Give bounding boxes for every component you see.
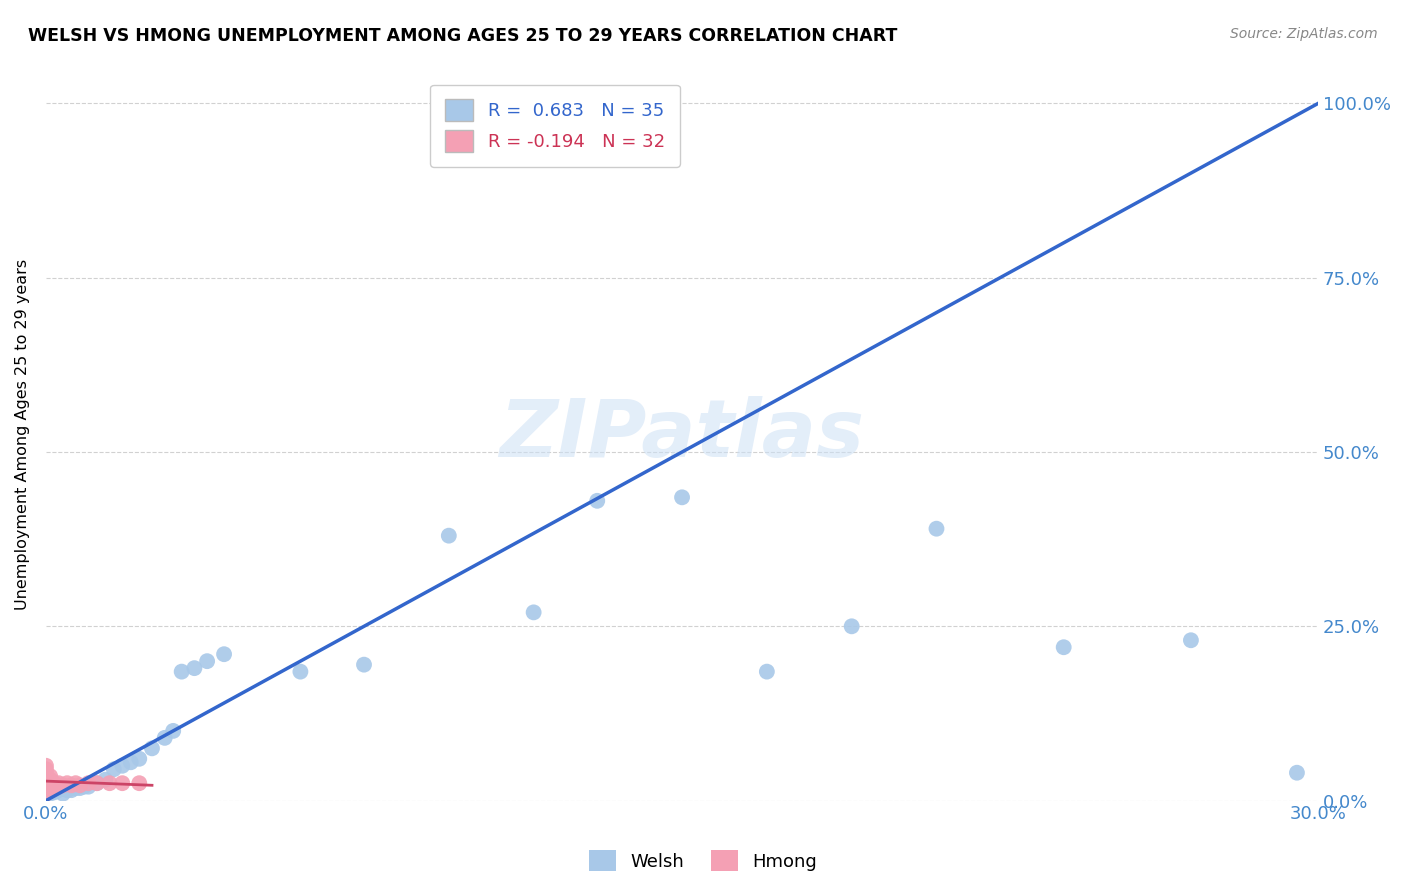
Point	[56, 783, 79, 797]
Point	[841, 619, 863, 633]
Point	[52, 787, 75, 801]
Point	[44, 776, 66, 790]
Point	[35, 780, 58, 794]
Point	[755, 665, 778, 679]
Point	[65, 776, 87, 790]
Point	[353, 657, 375, 672]
Point	[52, 778, 75, 792]
Point	[98, 776, 121, 790]
Point	[35, 785, 58, 799]
Point	[48, 780, 70, 794]
Point	[39, 778, 62, 792]
Point	[153, 731, 176, 745]
Point	[69, 780, 91, 795]
Point	[39, 787, 62, 801]
Point	[65, 780, 87, 795]
Point	[523, 606, 546, 620]
Point	[35, 769, 58, 783]
Point	[77, 780, 100, 794]
Point	[48, 783, 70, 797]
Point	[69, 778, 91, 792]
Point	[77, 776, 100, 790]
Point	[48, 776, 70, 790]
Point	[44, 780, 66, 795]
Point	[170, 665, 193, 679]
Point	[35, 765, 58, 780]
Point	[39, 772, 62, 787]
Point	[1053, 640, 1076, 655]
Y-axis label: Unemployment Among Ages 25 to 29 years: Unemployment Among Ages 25 to 29 years	[15, 259, 30, 610]
Point	[183, 661, 205, 675]
Point	[111, 758, 134, 772]
Point	[111, 776, 134, 790]
Point	[35, 780, 58, 795]
Point	[44, 785, 66, 799]
Point	[35, 778, 58, 792]
Point	[141, 741, 163, 756]
Point	[671, 491, 693, 505]
Point	[128, 776, 150, 790]
Point	[60, 783, 83, 797]
Point	[35, 772, 58, 787]
Point	[35, 758, 58, 772]
Point	[128, 752, 150, 766]
Point	[1285, 765, 1308, 780]
Point	[60, 778, 83, 792]
Point	[39, 776, 62, 790]
Point	[925, 522, 948, 536]
Legend: Welsh, Hmong: Welsh, Hmong	[582, 843, 824, 879]
Point	[586, 493, 609, 508]
Point	[1180, 633, 1202, 648]
Text: WELSH VS HMONG UNEMPLOYMENT AMONG AGES 25 TO 29 YEARS CORRELATION CHART: WELSH VS HMONG UNEMPLOYMENT AMONG AGES 2…	[28, 27, 897, 45]
Point	[195, 654, 218, 668]
Point	[437, 529, 460, 543]
Point	[35, 776, 58, 790]
Point	[86, 776, 108, 790]
Point	[94, 772, 117, 787]
Point	[103, 762, 125, 776]
Point	[162, 723, 184, 738]
Point	[35, 762, 58, 776]
Point	[73, 780, 96, 794]
Legend: R =  0.683   N = 35, R = -0.194   N = 32: R = 0.683 N = 35, R = -0.194 N = 32	[430, 85, 679, 167]
Point	[120, 756, 142, 770]
Point	[44, 778, 66, 792]
Point	[212, 647, 235, 661]
Point	[35, 783, 58, 797]
Point	[39, 769, 62, 783]
Point	[86, 776, 108, 790]
Point	[35, 787, 58, 801]
Point	[290, 665, 312, 679]
Point	[39, 780, 62, 795]
Point	[56, 776, 79, 790]
Text: Source: ZipAtlas.com: Source: ZipAtlas.com	[1230, 27, 1378, 41]
Text: ZIPatlas: ZIPatlas	[499, 395, 865, 474]
